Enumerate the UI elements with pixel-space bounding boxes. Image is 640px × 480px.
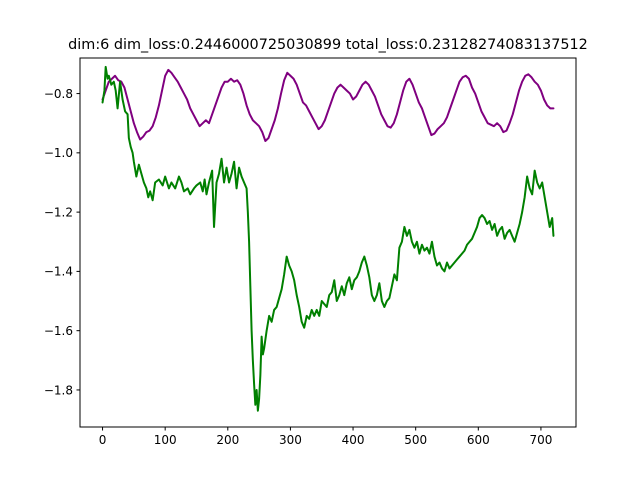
x-tick-label: 600: [467, 433, 490, 447]
chart-title: dim:6 dim_loss:0.2446000725030899 total_…: [68, 37, 588, 53]
series-2-line: [101, 65, 555, 412]
plot-frame: [79, 57, 577, 428]
x-tick-label: 700: [529, 433, 552, 447]
y-tick-label: −1.6: [44, 324, 73, 338]
x-tick-label: 100: [154, 433, 177, 447]
series-1-line: [101, 68, 555, 142]
x-tick-label: 300: [279, 433, 302, 447]
y-tick-label: −1.0: [44, 146, 73, 160]
x-tick-label: 0: [99, 433, 107, 447]
series-layer: [101, 65, 555, 412]
y-tick-label: −1.4: [44, 265, 73, 279]
x-tick-label: 400: [342, 433, 365, 447]
y-tick-label: −0.8: [44, 87, 73, 101]
y-tick-label: −1.8: [44, 383, 73, 397]
y-tick-label: −1.2: [44, 205, 73, 219]
x-tick-label: 500: [404, 433, 427, 447]
y-axis: −0.8 −1.0 −1.2 −1.4 −1.6 −1.8: [44, 87, 80, 397]
x-tick-label: 200: [216, 433, 239, 447]
x-axis: 0 100 200 300 400 500 600 700: [99, 427, 552, 447]
